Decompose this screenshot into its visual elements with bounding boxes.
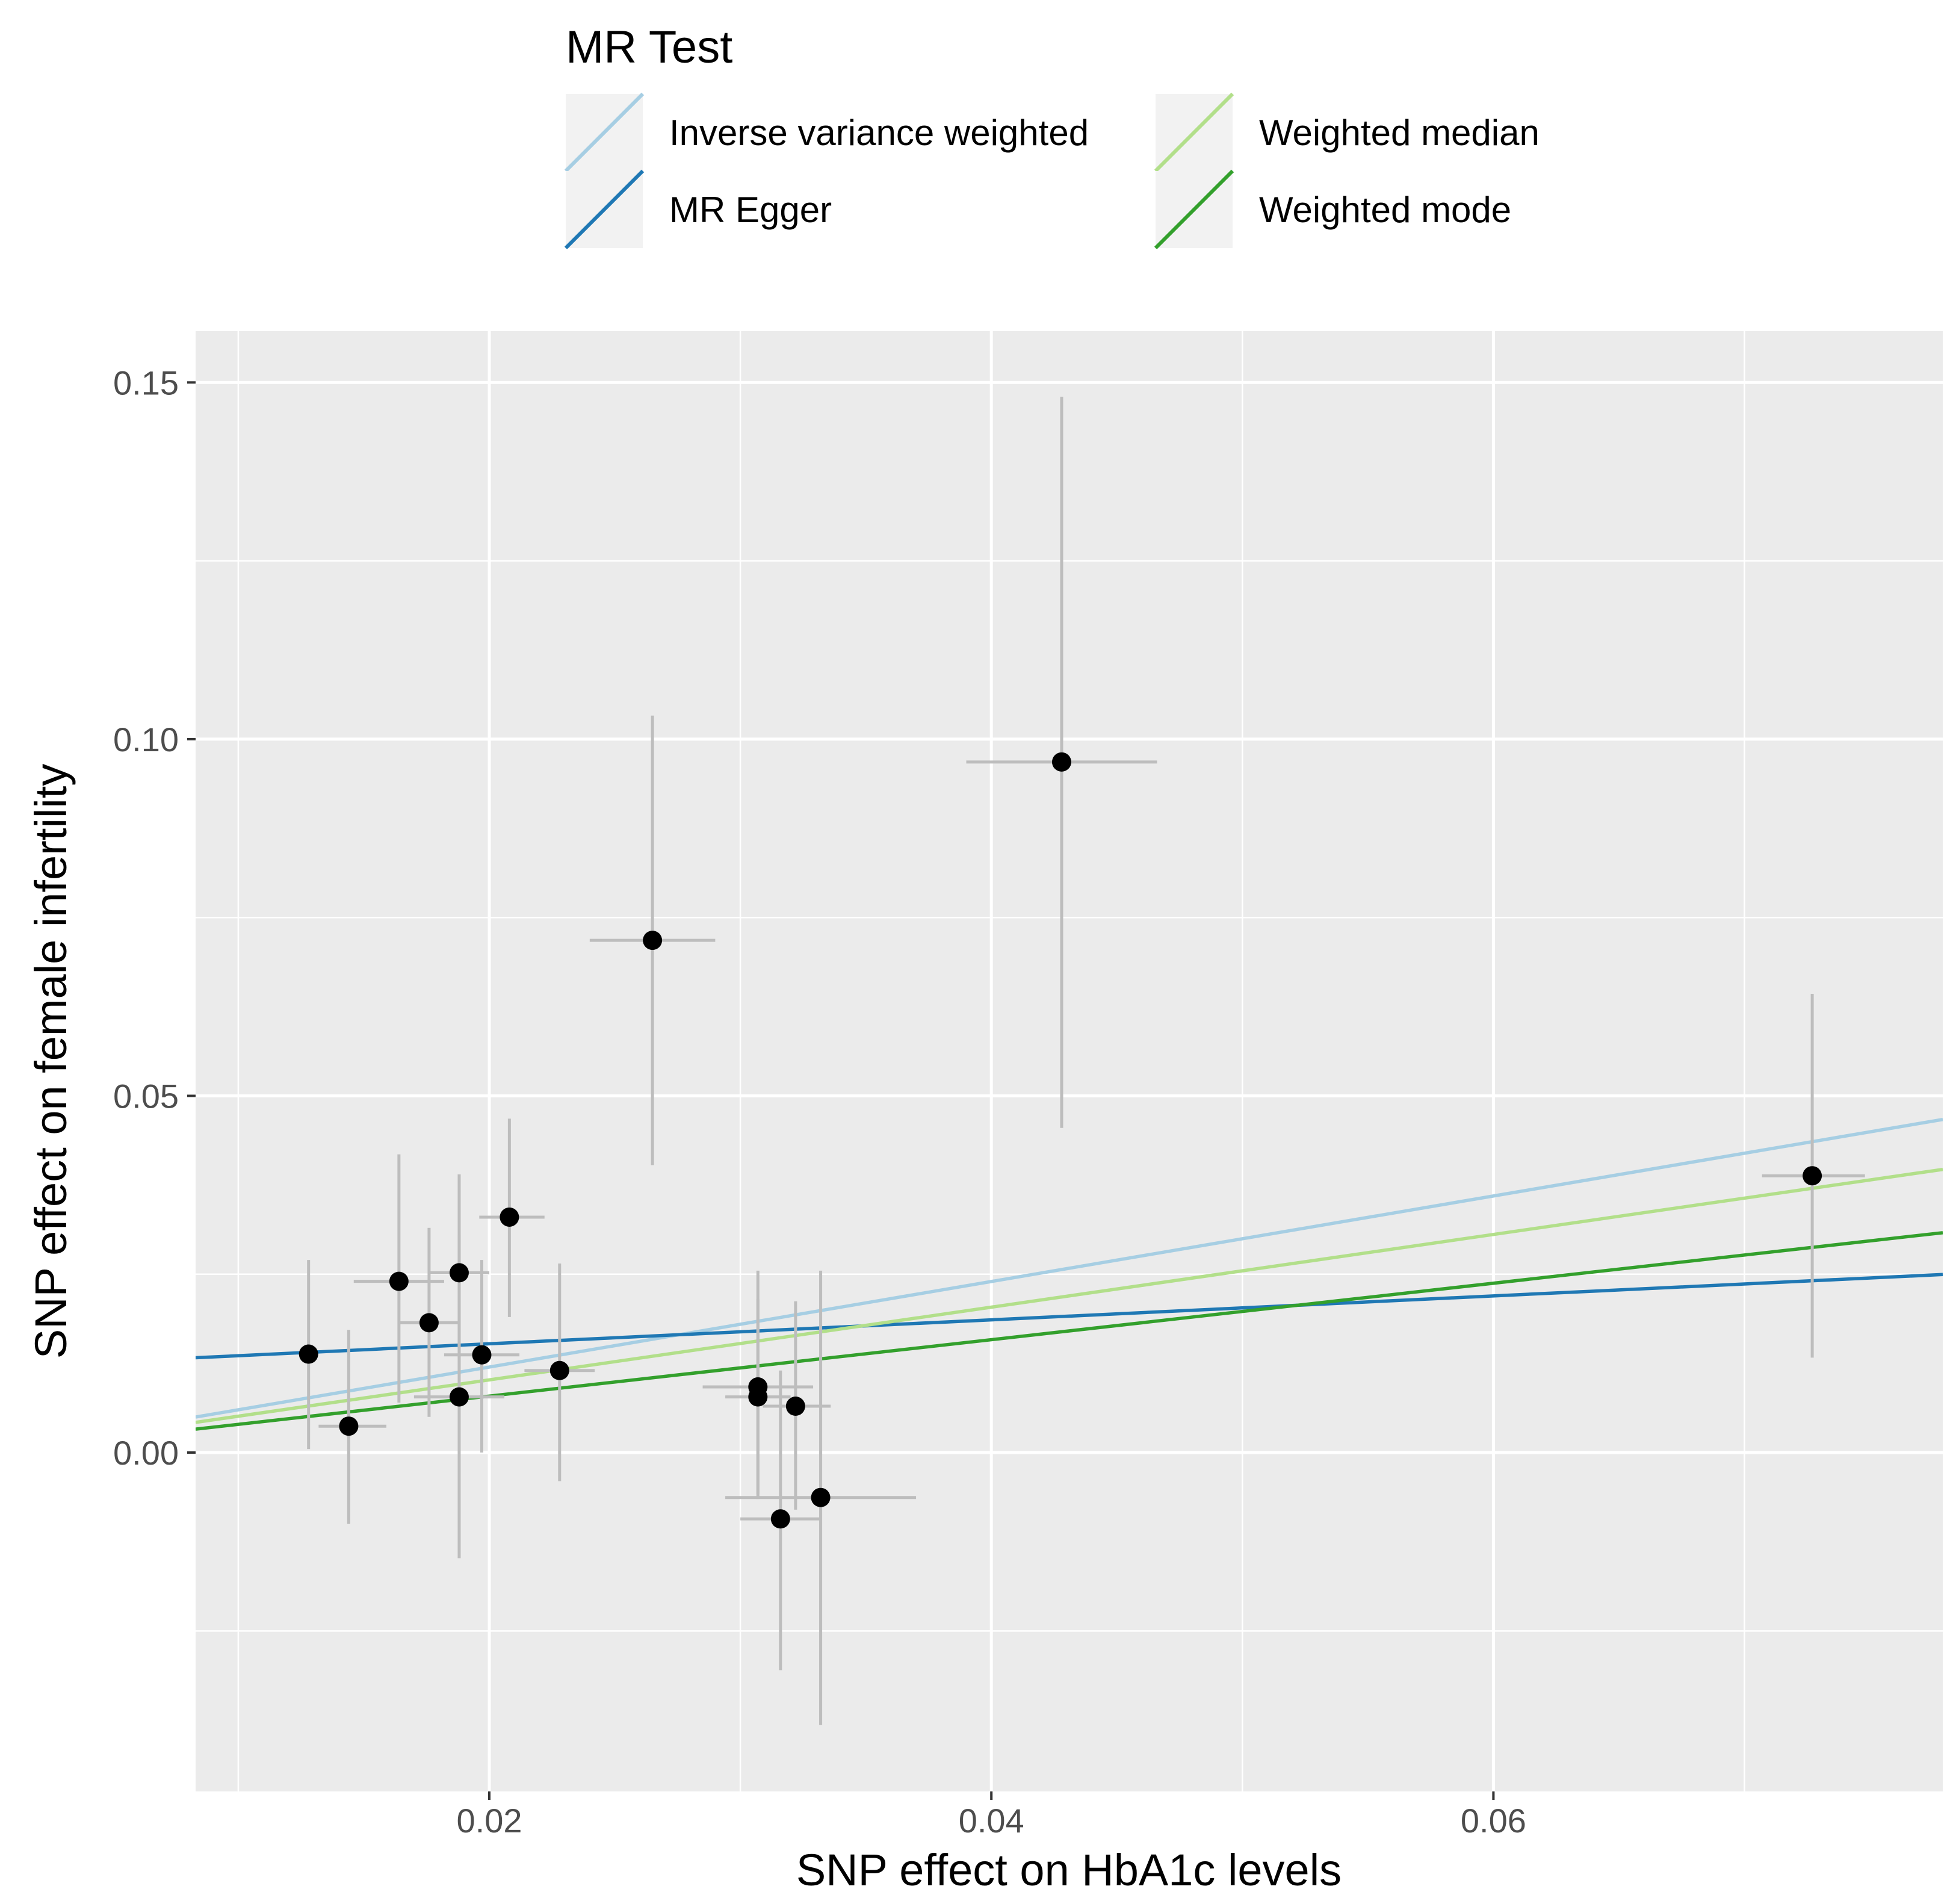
grid-major xyxy=(196,331,1943,1791)
legend-label: MR Egger xyxy=(669,190,832,230)
data-point xyxy=(339,1416,359,1436)
legend-label: Weighted median xyxy=(1259,113,1540,153)
data-point xyxy=(770,1509,790,1529)
legend-key-line xyxy=(1154,92,1234,173)
fit-line-weighted-median xyxy=(196,1167,1943,1424)
legend-key-line xyxy=(1154,169,1234,250)
data-point xyxy=(1051,752,1071,772)
data-point xyxy=(419,1313,439,1333)
legend-entry: Weighted mode xyxy=(1154,169,1511,250)
legend-entry: Inverse variance weighted xyxy=(564,92,1089,173)
data-point xyxy=(449,1263,469,1283)
legend: MR Test Inverse variance weighted MR Egge… xyxy=(564,22,1540,250)
data-point xyxy=(472,1345,492,1365)
y-axis: 0.00 0.05 0.10 0.15 xyxy=(113,364,196,1472)
y-tick-label: 0.05 xyxy=(113,1077,179,1115)
legend-key-line xyxy=(564,92,645,173)
data-point xyxy=(449,1387,469,1407)
legend-label: Inverse variance weighted xyxy=(669,113,1089,153)
fit-line-mr-egger xyxy=(196,1273,1943,1360)
data-point xyxy=(643,931,663,950)
x-axis-title: SNP effect on HbA1c levels xyxy=(796,1845,1342,1895)
data-point xyxy=(500,1207,519,1227)
legend-entry: Weighted median xyxy=(1154,92,1540,173)
x-axis: 0.02 0.04 0.06 xyxy=(457,1791,1526,1840)
data-points xyxy=(299,752,1822,1529)
y-tick-label: 0.00 xyxy=(113,1434,179,1472)
data-point xyxy=(1803,1166,1822,1186)
fit-lines xyxy=(196,1117,1943,1431)
y-tick-label: 0.10 xyxy=(113,721,179,758)
x-tick-label: 0.02 xyxy=(457,1802,522,1840)
data-point xyxy=(811,1487,831,1507)
data-point xyxy=(299,1344,318,1364)
legend-key-line xyxy=(564,169,645,250)
y-axis-title: SNP effect on female infertility xyxy=(26,764,76,1359)
data-point xyxy=(549,1360,569,1380)
data-point xyxy=(389,1271,409,1291)
legend-label: Weighted mode xyxy=(1259,190,1511,230)
fit-line-inverse-variance-weighted xyxy=(196,1117,1943,1419)
legend-entry: MR Egger xyxy=(564,169,832,250)
x-tick-label: 0.06 xyxy=(1461,1802,1526,1840)
x-tick-label: 0.04 xyxy=(959,1802,1024,1840)
y-tick-label: 0.15 xyxy=(113,364,179,402)
legend-title: MR Test xyxy=(566,22,732,73)
data-point xyxy=(748,1387,768,1407)
plot-panel xyxy=(196,331,1943,1791)
data-point xyxy=(785,1397,805,1416)
